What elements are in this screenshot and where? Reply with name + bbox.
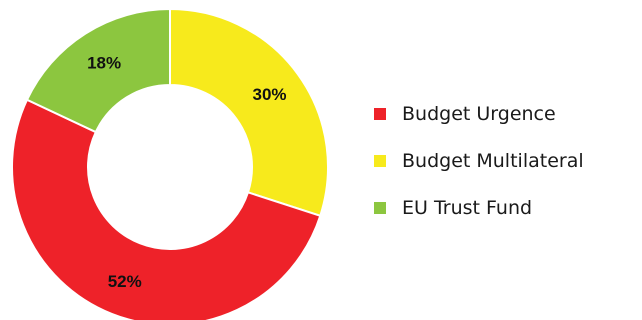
slice-label-budget-urgence: 52% — [108, 272, 142, 291]
slice-budget-urgence — [11, 98, 322, 320]
legend-swatch-eu-trust-fund — [374, 202, 386, 214]
legend-label-eu-trust-fund: EU Trust Fund — [402, 197, 533, 219]
legend-swatch-budget-urgence — [374, 108, 386, 120]
slice-labels-group: 30% 52% 18% — [87, 54, 286, 291]
legend-item-eu-trust-fund: EU Trust Fund — [374, 196, 584, 220]
slice-eu-trust-fund — [25, 7, 171, 134]
slice-budget-multilateral — [169, 7, 329, 218]
legend-label-budget-multilateral: Budget Multilateral — [402, 150, 584, 172]
legend-swatch-budget-multilateral — [374, 155, 386, 167]
legend: Budget Urgence Budget Multilateral EU Tr… — [374, 102, 584, 243]
slices-group — [11, 7, 329, 320]
legend-label-budget-urgence: Budget Urgence — [402, 103, 556, 125]
slice-label-budget-multilateral: 30% — [252, 85, 286, 104]
slice-label-eu-trust-fund: 18% — [87, 54, 121, 73]
legend-item-budget-multilateral: Budget Multilateral — [374, 149, 584, 173]
legend-item-budget-urgence: Budget Urgence — [374, 102, 584, 126]
